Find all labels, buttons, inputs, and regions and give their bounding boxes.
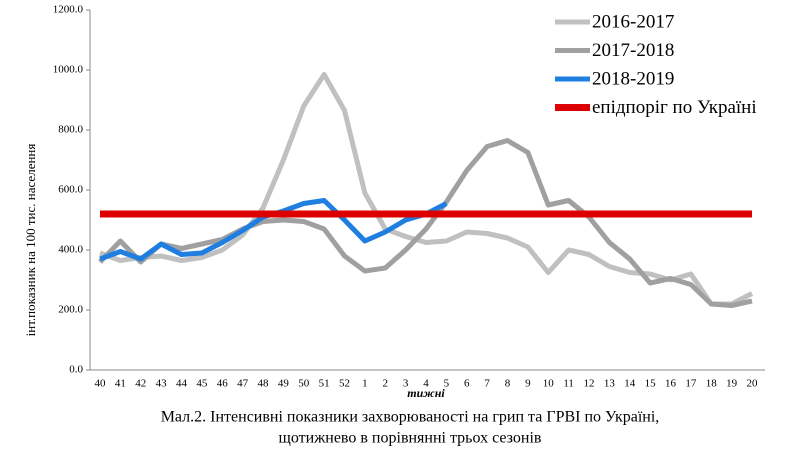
x-tick-label: 49 bbox=[278, 378, 290, 390]
x-tick-label: 52 bbox=[339, 378, 350, 390]
x-tick-label: 45 bbox=[196, 378, 208, 390]
x-axis-label: тижні bbox=[407, 386, 445, 400]
x-tick-label: 4 bbox=[423, 378, 429, 390]
x-tick-label: 46 bbox=[217, 378, 229, 390]
legend-label: 2016-2017 bbox=[592, 11, 674, 32]
x-tick-label: 3 bbox=[403, 378, 409, 390]
x-tick-label: 50 bbox=[298, 378, 310, 390]
x-tick-label: 48 bbox=[258, 378, 270, 390]
x-tick-label: 11 bbox=[563, 378, 574, 390]
x-tick-label: 44 bbox=[176, 378, 188, 390]
x-tick-label: 17 bbox=[685, 378, 697, 390]
x-tick-label: 13 bbox=[604, 378, 616, 390]
x-tick-label: 19 bbox=[726, 378, 738, 390]
y-tick-label: 800.0 bbox=[58, 124, 83, 136]
x-tick-label: 12 bbox=[584, 378, 595, 390]
x-tick-label: 43 bbox=[156, 378, 168, 390]
x-tick-label: 1 bbox=[362, 378, 368, 390]
legend-label: 2018-2019 bbox=[592, 68, 674, 89]
series-line bbox=[98, 138, 753, 308]
legend-label: епідпоріг по Україні bbox=[592, 97, 757, 118]
x-tick-label: 10 bbox=[543, 378, 555, 390]
x-tick-label: 47 bbox=[237, 378, 249, 390]
y-tick-label: 0.0 bbox=[69, 364, 83, 376]
legend-label: 2017-2018 bbox=[592, 40, 674, 61]
y-tick-label: 1000.0 bbox=[53, 64, 84, 76]
y-tick-label: 1200.0 bbox=[53, 4, 84, 16]
x-tick-label: 18 bbox=[706, 378, 718, 390]
x-tick-label: 51 bbox=[319, 378, 330, 390]
x-tick-label: 6 bbox=[464, 378, 470, 390]
x-tick-label: 2 bbox=[383, 378, 389, 390]
x-tick-label: 20 bbox=[747, 378, 759, 390]
y-tick-label: 400.0 bbox=[58, 244, 83, 256]
x-tick-label: 40 bbox=[95, 378, 107, 390]
x-tick-label: 14 bbox=[624, 378, 636, 390]
y-axis-label: інт.показник на 100 тис. населення bbox=[23, 144, 38, 337]
x-tick-label: 16 bbox=[665, 378, 677, 390]
caption: Мал.2. Інтенсивні показники захворюванос… bbox=[161, 409, 660, 426]
x-tick-label: 41 bbox=[115, 378, 126, 390]
x-tick-label: 9 bbox=[525, 378, 531, 390]
x-tick-label: 5 bbox=[444, 378, 450, 390]
y-tick-label: 600.0 bbox=[58, 184, 83, 196]
x-tick-label: 15 bbox=[645, 378, 657, 390]
x-tick-label: 8 bbox=[505, 378, 511, 390]
x-tick-label: 7 bbox=[484, 378, 490, 390]
y-tick-label: 200.0 bbox=[58, 304, 83, 316]
caption: щотижнево в порівнянні трьох сезонів bbox=[279, 430, 542, 447]
x-tick-label: 42 bbox=[135, 378, 146, 390]
